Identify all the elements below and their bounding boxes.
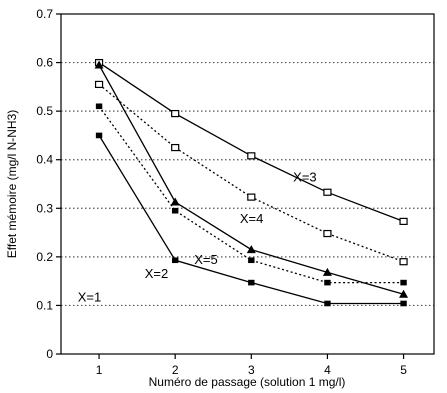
data-point	[171, 257, 179, 264]
y-tick-label: 0.6	[36, 56, 53, 70]
series-labels: X=3 X=4 X=5 X=2 X=1	[78, 170, 317, 305]
series-label-x-2: X=2	[145, 266, 169, 281]
data-point	[171, 109, 180, 118]
x-tick-label: 4	[324, 363, 331, 377]
data-point	[248, 279, 255, 286]
series-x-1	[95, 132, 407, 307]
series-x-2	[95, 103, 407, 286]
x-axis: 1 2 3 4 5	[96, 354, 407, 377]
y-tick-label: 0.3	[36, 201, 53, 215]
y-axis-title: Effet mémoire (mg/l N-NH3)	[5, 110, 19, 258]
x-tick-label: 2	[172, 363, 179, 377]
data-point	[246, 245, 256, 254]
data-point	[399, 289, 409, 298]
series-label-x-3: X=3	[293, 170, 317, 185]
data-point	[171, 207, 179, 214]
series-label-x-5: X=5	[194, 252, 218, 267]
data-point	[94, 60, 104, 69]
data-point	[247, 193, 256, 201]
series-line-x-2	[98, 105, 404, 284]
y-tick-label: 0.2	[36, 250, 53, 264]
data-point	[95, 132, 103, 139]
data-point	[400, 300, 407, 307]
y-tick-label: 0.5	[36, 104, 53, 118]
series-label-x-1: X=1	[78, 290, 102, 305]
x-axis-title: Numéro de passage (solution 1 mg/l)	[149, 375, 346, 389]
y-axis: 0 0.1 0.2 0.3 0.4 0.5 0.6 0.7	[36, 7, 61, 361]
y-tick-label: 0	[46, 347, 53, 361]
x-tick-label: 1	[96, 363, 103, 377]
data-point	[322, 267, 332, 276]
data-point	[324, 279, 331, 286]
plot-frame	[60, 13, 435, 355]
y-tick-label: 0.4	[36, 153, 53, 167]
series-x-4	[94, 80, 408, 266]
data-point	[323, 188, 332, 196]
data-point	[94, 80, 104, 89]
data-point	[399, 217, 408, 225]
data-point	[323, 229, 332, 238]
data-point	[170, 197, 180, 206]
data-point	[171, 143, 180, 152]
data-point	[324, 300, 331, 307]
x-tick-label: 5	[400, 363, 407, 377]
data-point	[400, 279, 407, 286]
data-point	[248, 257, 255, 264]
x-tick-label: 3	[248, 363, 255, 377]
data-point	[399, 258, 408, 266]
data-point	[247, 152, 256, 160]
series-label-x-4: X=4	[240, 211, 264, 226]
y-tick-label: 0.7	[36, 7, 53, 21]
series-x-5	[94, 60, 409, 298]
y-tick-label: 0.1	[36, 298, 53, 312]
series-group	[94, 58, 409, 307]
data-point	[95, 103, 103, 110]
